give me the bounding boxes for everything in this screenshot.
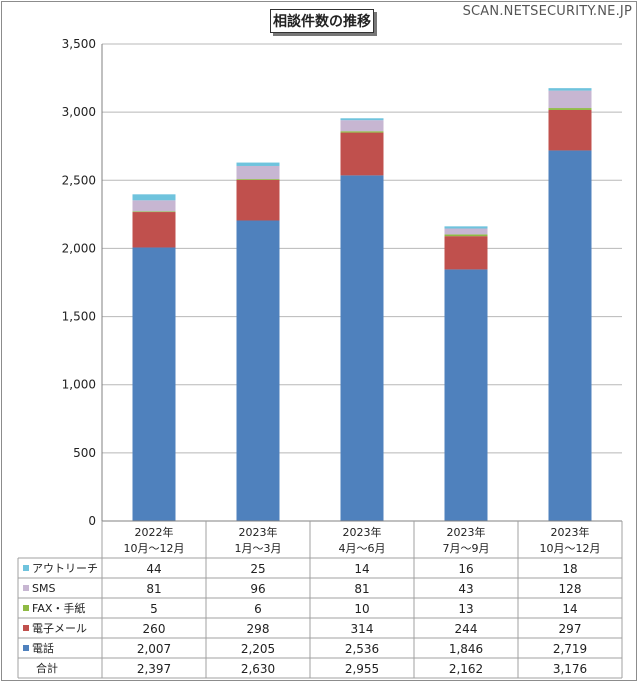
- legend-label: SMS: [32, 582, 55, 595]
- bar-segment: [548, 88, 592, 91]
- bar-segment: [236, 165, 280, 180]
- bar-segment: [548, 90, 592, 109]
- chart-title: 相談件数の推移: [270, 9, 374, 33]
- legend-label: FAX・手紙: [32, 601, 85, 615]
- y-tick-label: 2,000: [62, 241, 96, 255]
- legend-label: アウトリーチ: [32, 562, 98, 575]
- data-cell: 244: [455, 622, 478, 636]
- data-cell: 2,205: [241, 642, 275, 656]
- bar-segment: [444, 269, 488, 521]
- data-cell: 298: [247, 622, 270, 636]
- data-cell: 18: [562, 562, 577, 576]
- data-cell: 260: [143, 622, 166, 636]
- data-cell: 314: [351, 622, 374, 636]
- bar-segment: [132, 212, 176, 248]
- y-tick-label: 3,000: [62, 105, 96, 119]
- bar-segment: [444, 228, 488, 235]
- bar-segment: [340, 118, 384, 121]
- bar-segment: [132, 200, 176, 212]
- data-cell: 96: [250, 582, 265, 596]
- data-cell: 14: [562, 602, 577, 616]
- x-category-months: 1月～3月: [235, 542, 282, 555]
- bar-segment: [236, 220, 280, 522]
- legend-label: 電子メール: [32, 622, 87, 635]
- bar-segment: [548, 109, 592, 151]
- total-cell: 2,630: [241, 662, 275, 676]
- bar-segment: [340, 175, 384, 521]
- data-cell: 1,846: [449, 642, 483, 656]
- x-category-year: 2023年: [551, 525, 590, 539]
- total-cell: 2,397: [137, 662, 171, 676]
- data-cell: 5: [150, 602, 158, 616]
- data-cell: 44: [146, 562, 161, 576]
- y-tick-label: 1,000: [62, 378, 96, 392]
- bar-segment: [444, 234, 488, 237]
- y-tick-label: 500: [73, 446, 96, 460]
- x-category-year: 2023年: [239, 525, 278, 539]
- bar-segment: [340, 131, 384, 133]
- data-cell: 16: [458, 562, 473, 576]
- x-category-months: 10月～12月: [540, 542, 601, 555]
- bar-segment: [444, 236, 488, 270]
- data-cell: 128: [559, 582, 582, 596]
- y-tick-label: 1,500: [62, 310, 96, 324]
- bar-segment: [236, 179, 280, 221]
- legend-label: 電話: [32, 641, 54, 655]
- legend-swatch: [23, 565, 29, 571]
- bar-segment: [548, 108, 592, 110]
- x-category-year: 2023年: [447, 525, 486, 539]
- x-category-months: 7月～9月: [443, 542, 490, 555]
- bar-segment: [340, 132, 384, 176]
- total-cell: 2,955: [345, 662, 379, 676]
- data-cell: 297: [559, 622, 582, 636]
- legend-swatch: [23, 585, 29, 591]
- y-tick-label: 3,500: [62, 37, 96, 51]
- bar-segment: [236, 162, 280, 166]
- y-tick-label: 0: [88, 514, 96, 528]
- x-category-months: 4月～6月: [339, 542, 386, 555]
- data-cell: 6: [254, 602, 262, 616]
- bar-segment: [132, 211, 176, 213]
- bar-segment: [236, 179, 280, 180]
- data-cell: 81: [354, 582, 369, 596]
- x-category-months: 10月～12月: [124, 542, 185, 555]
- data-cell: 2,536: [345, 642, 379, 656]
- bar-segment: [340, 120, 384, 132]
- x-category-year: 2023年: [343, 525, 382, 539]
- total-cell: 3,176: [553, 662, 587, 676]
- bar-segment: [444, 226, 488, 229]
- data-cell: 81: [146, 582, 161, 596]
- x-category-year: 2022年: [135, 525, 174, 539]
- bar-segment: [132, 194, 176, 201]
- data-cell: 14: [354, 562, 369, 576]
- data-cell: 13: [458, 602, 473, 616]
- total-label: 合計: [36, 661, 58, 675]
- data-cell: 10: [354, 602, 369, 616]
- legend-swatch: [23, 625, 29, 631]
- data-cell: 2,719: [553, 642, 587, 656]
- data-cell: 25: [250, 562, 265, 576]
- data-cell: 2,007: [137, 642, 171, 656]
- total-cell: 2,162: [449, 662, 483, 676]
- legend-swatch: [23, 645, 29, 651]
- data-cell: 43: [458, 582, 473, 596]
- bar-segment: [132, 247, 176, 521]
- watermark: SCAN.NETSECURITY.NE.JP: [462, 4, 632, 19]
- y-tick-label: 2,500: [62, 173, 96, 187]
- legend-swatch: [23, 605, 29, 611]
- bar-segment: [548, 150, 592, 521]
